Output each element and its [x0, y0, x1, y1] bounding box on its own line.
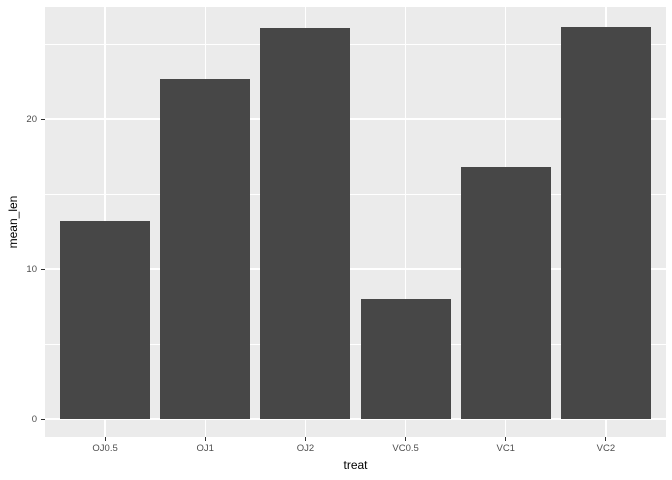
y-tick-mark-20: [41, 118, 45, 120]
x-tick-label-OJ0.5: OJ0.5: [92, 443, 118, 454]
y-tick-mark-0: [41, 418, 45, 420]
bar-OJ2: [260, 28, 351, 419]
x-tick-mark-OJ2: [304, 437, 306, 441]
x-tick-label-OJ1: OJ1: [196, 443, 214, 454]
minor-gridline-y-15: [45, 193, 666, 195]
major-gridline-y-0: [45, 418, 666, 420]
x-tick-mark-VC2: [605, 437, 607, 441]
y-tick-label-10: 10: [26, 263, 37, 275]
major-gridline-x-VC0.5: [404, 7, 407, 437]
y-tick-label-0: 0: [31, 413, 37, 425]
x-tick-label-VC0.5: VC0.5: [392, 443, 419, 454]
minor-gridline-y-25: [45, 43, 666, 45]
bar-VC2: [560, 26, 651, 419]
bar-VC0.5: [360, 299, 451, 419]
minor-gridline-y-5: [45, 343, 666, 345]
x-tick-mark-VC1: [505, 437, 507, 441]
plot-panel: [45, 7, 666, 437]
y-tick-label-20: 20: [26, 113, 37, 125]
major-gridline-y-10: [45, 268, 666, 270]
bar-OJ0.5: [60, 220, 151, 419]
x-tick-label-VC1: VC1: [496, 443, 515, 454]
y-axis-title: mean_len: [6, 195, 20, 249]
x-tick-label-OJ2: OJ2: [296, 443, 315, 454]
bar-VC1: [460, 167, 551, 419]
bar-OJ1: [160, 78, 251, 419]
major-gridline-y-20: [45, 118, 666, 120]
x-tick-label-VC2: VC2: [596, 443, 616, 454]
x-tick-mark-OJ0.5: [104, 437, 106, 441]
x-tick-mark-OJ1: [204, 437, 206, 441]
x-axis-title: treat: [343, 458, 368, 472]
y-tick-mark-10: [41, 268, 45, 270]
x-tick-mark-VC0.5: [405, 437, 407, 441]
